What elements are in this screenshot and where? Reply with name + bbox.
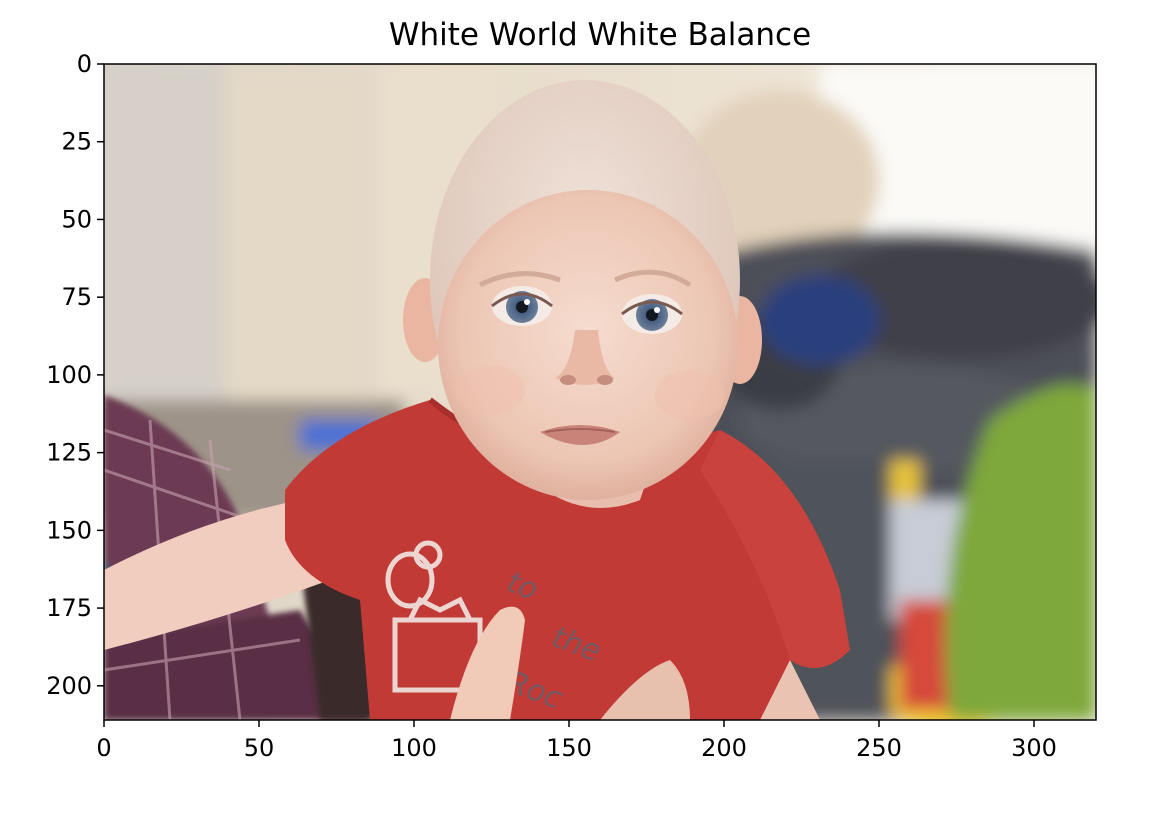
- y-tick-label: 125: [46, 439, 92, 467]
- y-tick-label: 0: [77, 50, 92, 78]
- photo-baby: to the Roc: [104, 64, 1096, 720]
- plot-title: White World White Balance: [388, 17, 812, 53]
- x-tick-label: 100: [391, 734, 437, 762]
- y-tick-label: 25: [61, 128, 92, 156]
- y-tick-label: 175: [46, 594, 92, 622]
- y-tick-label: 100: [46, 361, 92, 389]
- x-tick-label: 50: [244, 734, 275, 762]
- axes-frame: [103, 63, 1097, 721]
- y-tick-label: 150: [46, 516, 92, 544]
- y-axis: 0 25 50 75 100 125 150 175 200: [46, 50, 104, 700]
- x-tick-label: 0: [96, 734, 111, 762]
- y-tick-label: 200: [46, 672, 92, 700]
- y-tick-label: 75: [61, 283, 92, 311]
- x-tick-label: 150: [546, 734, 592, 762]
- x-tick-label: 250: [856, 734, 902, 762]
- x-tick-label: 300: [1011, 734, 1057, 762]
- x-tick-label: 200: [701, 734, 747, 762]
- x-axis: 0 50 100 150 200 250 300: [96, 720, 1057, 762]
- y-tick-label: 50: [61, 205, 92, 233]
